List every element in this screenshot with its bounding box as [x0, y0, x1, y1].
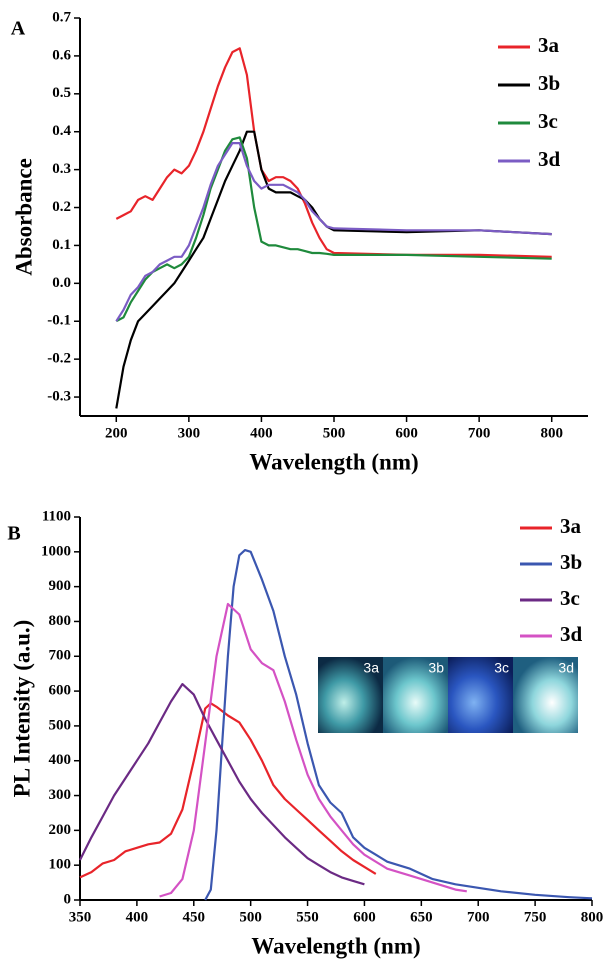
- legend-label: 3a: [538, 33, 560, 57]
- x-tick-label: 300: [178, 425, 201, 441]
- legend-label: 3d: [538, 147, 561, 171]
- panel-label: B: [7, 523, 20, 545]
- inset-label: 3a: [363, 660, 379, 676]
- y-tick-label: -0.3: [47, 388, 71, 404]
- series-line: [115, 130, 552, 409]
- x-tick-label: 750: [524, 909, 547, 925]
- legend-label: 3c: [560, 586, 580, 610]
- series-line: [115, 136, 552, 323]
- x-tick-label: 600: [395, 425, 418, 441]
- x-tick-label: 550: [296, 909, 319, 925]
- y-tick-label: 0.3: [52, 161, 71, 177]
- series-line: [159, 602, 467, 898]
- y-axis-label: Absorbance: [11, 158, 36, 276]
- y-tick-label: 0.6: [52, 47, 71, 63]
- y-axis-label: PL Intensity (a.u.): [9, 620, 34, 798]
- legend-label: 3b: [538, 71, 560, 95]
- x-tick-label: 800: [540, 425, 563, 441]
- y-tick-label: 100: [49, 857, 72, 873]
- inset-label: 3b: [428, 660, 444, 676]
- series-line: [79, 683, 365, 886]
- x-tick-label: 800: [581, 909, 604, 925]
- y-tick-label: 0.0: [52, 275, 71, 291]
- y-tick-label: 400: [49, 752, 72, 768]
- series-line: [204, 549, 593, 901]
- y-tick-label: 1000: [41, 543, 71, 559]
- y-tick-label: 300: [49, 787, 72, 803]
- x-tick-label: 600: [353, 909, 376, 925]
- x-tick-label: 400: [250, 425, 273, 441]
- y-tick-label: 0.2: [52, 199, 71, 215]
- legend-label: 3b: [560, 550, 582, 574]
- x-axis-label: Wavelength (nm): [251, 933, 420, 958]
- series-line: [115, 47, 552, 258]
- x-tick-label: 200: [105, 425, 128, 441]
- x-tick-label: 500: [323, 425, 346, 441]
- x-tick-label: 450: [183, 909, 206, 925]
- y-tick-label: -0.1: [47, 313, 71, 329]
- x-tick-label: 500: [239, 909, 262, 925]
- y-tick-label: 0.7: [52, 9, 71, 25]
- y-tick-label: 800: [49, 613, 72, 629]
- legend-label: 3c: [538, 109, 558, 133]
- series-line: [79, 702, 377, 879]
- y-tick-label: 0.5: [52, 85, 71, 101]
- x-tick-label: 400: [126, 909, 149, 925]
- y-tick-label: 0.1: [52, 237, 71, 253]
- inset-label: 3d: [558, 660, 574, 676]
- y-tick-label: 0: [64, 891, 72, 907]
- x-tick-label: 700: [467, 909, 490, 925]
- y-tick-label: 700: [49, 648, 72, 664]
- y-tick-label: 600: [49, 683, 72, 699]
- y-tick-label: 200: [49, 822, 72, 838]
- series-line: [115, 142, 552, 322]
- y-tick-label: 1100: [42, 508, 71, 524]
- legend-label: 3a: [560, 514, 582, 538]
- panel-label: A: [11, 18, 26, 40]
- y-tick-label: 500: [49, 717, 72, 733]
- y-tick-label: 0.4: [52, 123, 71, 139]
- x-tick-label: 650: [410, 909, 433, 925]
- inset-label: 3c: [494, 660, 509, 676]
- x-axis-label: Wavelength (nm): [249, 449, 418, 474]
- y-tick-label: -0.2: [47, 351, 71, 367]
- x-tick-label: 350: [69, 909, 92, 925]
- inset-photo: [318, 657, 578, 733]
- x-tick-label: 700: [468, 425, 491, 441]
- y-tick-label: 900: [49, 578, 72, 594]
- legend-label: 3d: [560, 622, 583, 646]
